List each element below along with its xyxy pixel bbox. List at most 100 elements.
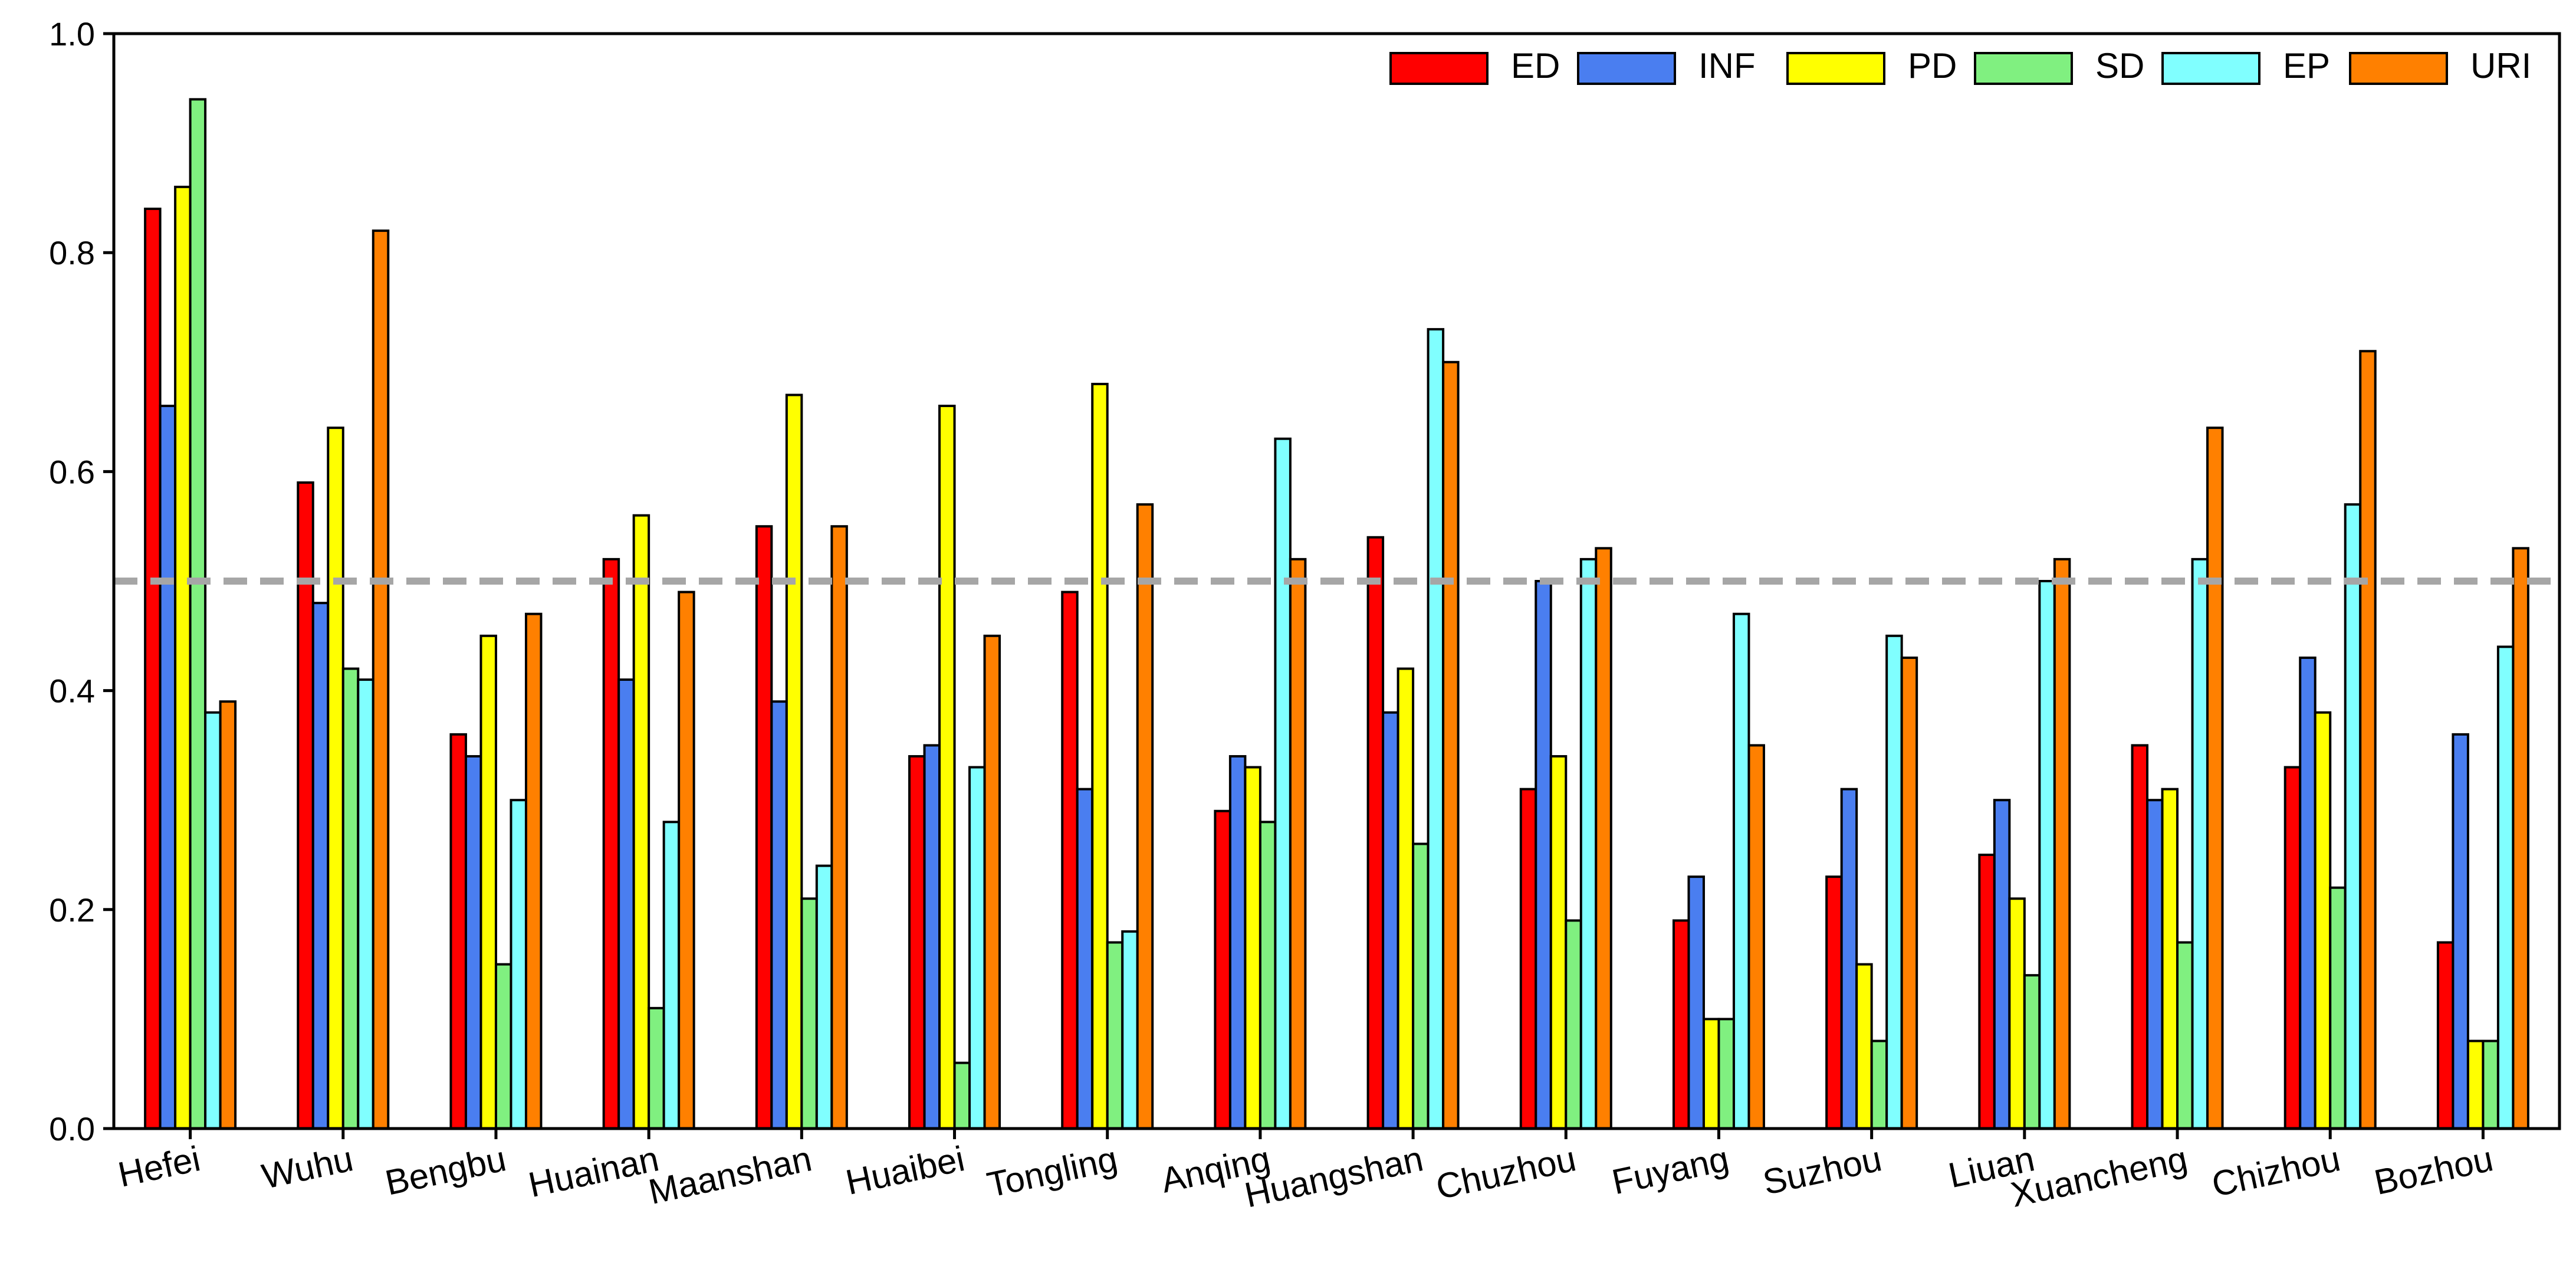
- bar-huangshan-ep: [1427, 328, 1445, 1130]
- bar-chuzhou-ed: [1519, 788, 1537, 1130]
- bar-chizhou-pd: [2314, 711, 2332, 1130]
- bar-anqing-inf: [1228, 755, 1247, 1130]
- bar-fuyang-ep: [1732, 612, 1750, 1130]
- x-tick-label-suzhou: Suzhou: [1759, 1139, 1885, 1202]
- bar-fuyang-uri: [1747, 744, 1765, 1130]
- x-tick-label-chuzhou: Chuzhou: [1432, 1139, 1579, 1206]
- bar-suzhou-ep: [1885, 634, 1903, 1130]
- legend-label-uri: URI: [2470, 46, 2531, 86]
- bar-wuhu-ep: [357, 678, 374, 1130]
- bar-anqing-ed: [1214, 809, 1231, 1130]
- legend-swatch-uri: [2349, 52, 2448, 85]
- bar-liuan-ep: [2038, 580, 2056, 1130]
- bar-chizhou-sd: [2329, 886, 2347, 1130]
- y-tick-label-0-0: 0.0: [49, 1110, 95, 1147]
- bar-suzhou-sd: [1870, 1039, 1888, 1130]
- bar-hefei-sd: [189, 98, 207, 1130]
- bar-suzhou-pd: [1855, 963, 1873, 1130]
- bar-bozhou-pd: [2466, 1039, 2485, 1130]
- bar-bozhou-ep: [2496, 645, 2515, 1130]
- legend-swatch-ed: [1389, 52, 1489, 85]
- x-tick-label-bozhou: Bozhou: [2371, 1139, 2496, 1202]
- x-tick-label-huangshan: Huangshan: [1241, 1139, 1427, 1215]
- legend-label-sd: SD: [2095, 46, 2144, 86]
- plot-frame: [112, 32, 2561, 1130]
- bar-bozhou-uri: [2512, 547, 2529, 1130]
- bar-chuzhou-pd: [1549, 755, 1568, 1130]
- bar-maanshan-ed: [755, 525, 773, 1130]
- bar-hefei-ed: [144, 207, 162, 1130]
- legend-label-ed: ED: [1511, 46, 1560, 86]
- x-tick-label-maanshan: Maanshan: [645, 1139, 815, 1212]
- legend: ED INF PD SD EP URI: [1389, 46, 2531, 86]
- bar-huainan-sd: [648, 1006, 665, 1130]
- y-tick-label-0-6: 0.6: [49, 453, 95, 490]
- bar-maanshan-sd: [800, 897, 818, 1130]
- bar-huangshan-pd: [1397, 667, 1415, 1130]
- legend-label-ep: EP: [2283, 46, 2330, 86]
- bar-wuhu-uri: [372, 229, 390, 1130]
- x-tick-label-huaibei: Huaibei: [842, 1139, 968, 1202]
- bar-liuan-uri: [2053, 557, 2071, 1130]
- bar-maanshan-uri: [830, 525, 848, 1130]
- legend-swatch-sd: [1974, 52, 2073, 85]
- bar-maanshan-ep: [815, 864, 833, 1130]
- bar-huaibei-pd: [938, 405, 956, 1130]
- x-tick-label-bengbu: Bengbu: [382, 1139, 509, 1203]
- x-tick-label-chizhou: Chizhou: [2209, 1139, 2344, 1204]
- legend-swatch-ep: [2161, 52, 2260, 85]
- y-tick-label-0-8: 0.8: [49, 234, 95, 271]
- bar-hefei-uri: [219, 700, 237, 1130]
- bars-layer: [144, 98, 2529, 1130]
- bar-xuancheng-pd: [2161, 788, 2179, 1130]
- bar-huaibei-ep: [968, 766, 986, 1130]
- x-tick-label-wuhu: Wuhu: [258, 1139, 356, 1196]
- bar-maanshan-inf: [770, 700, 788, 1130]
- bar-hefei-pd: [174, 185, 192, 1130]
- bar-tongling-ep: [1121, 930, 1139, 1130]
- bar-bengbu-uri: [524, 612, 543, 1130]
- bar-suzhou-inf: [1840, 788, 1858, 1130]
- bar-bengbu-ed: [449, 733, 467, 1130]
- bar-suzhou-uri: [1900, 656, 1918, 1130]
- bar-suzhou-ed: [1825, 875, 1843, 1130]
- bar-tongling-pd: [1091, 382, 1109, 1130]
- legend-swatch-pd: [1786, 52, 1885, 85]
- bar-bengbu-sd: [494, 963, 512, 1130]
- bar-chuzhou-sd: [1565, 919, 1582, 1130]
- bar-chizhou-ed: [2283, 766, 2302, 1130]
- bar-xuancheng-sd: [2176, 941, 2194, 1130]
- bar-bozhou-ed: [2436, 941, 2455, 1130]
- y-tick-label-1-0: 1.0: [49, 15, 95, 53]
- x-tick-label-huainan: Huainan: [525, 1139, 662, 1205]
- bar-xuancheng-ep: [2191, 557, 2209, 1130]
- bar-huangshan-ed: [1366, 536, 1385, 1130]
- bar-bozhou-sd: [2482, 1039, 2499, 1130]
- bar-liuan-ed: [1978, 854, 1996, 1130]
- bar-chuzhou-inf: [1535, 580, 1552, 1130]
- legend-label-pd: PD: [1908, 46, 1957, 86]
- bar-huaibei-uri: [983, 634, 1001, 1130]
- bar-hefei-inf: [159, 405, 177, 1130]
- bar-huangshan-inf: [1382, 711, 1399, 1130]
- x-tick-label-xuancheng: Xuancheng: [2007, 1139, 2191, 1215]
- bar-xuancheng-uri: [2206, 427, 2224, 1130]
- y-tick-label-0-4: 0.4: [49, 673, 95, 710]
- bar-hefei-ep: [204, 711, 222, 1130]
- bar-huainan-uri: [678, 591, 695, 1130]
- bar-xuancheng-ed: [2131, 744, 2149, 1130]
- bar-huangshan-uri: [1442, 360, 1460, 1130]
- bar-fuyang-inf: [1687, 875, 1705, 1130]
- bar-wuhu-inf: [311, 602, 330, 1130]
- bar-tongling-sd: [1106, 941, 1124, 1130]
- bar-bengbu-inf: [464, 755, 482, 1130]
- bar-liuan-inf: [1993, 799, 2011, 1130]
- bar-anqing-pd: [1244, 766, 1261, 1130]
- bar-xuancheng-inf: [2146, 799, 2164, 1130]
- x-tick-label-fuyang: Fuyang: [1608, 1139, 1732, 1202]
- bar-chizhou-uri: [2359, 350, 2377, 1130]
- bar-maanshan-pd: [785, 393, 803, 1130]
- bar-tongling-ed: [1061, 591, 1079, 1130]
- bar-wuhu-sd: [341, 667, 360, 1130]
